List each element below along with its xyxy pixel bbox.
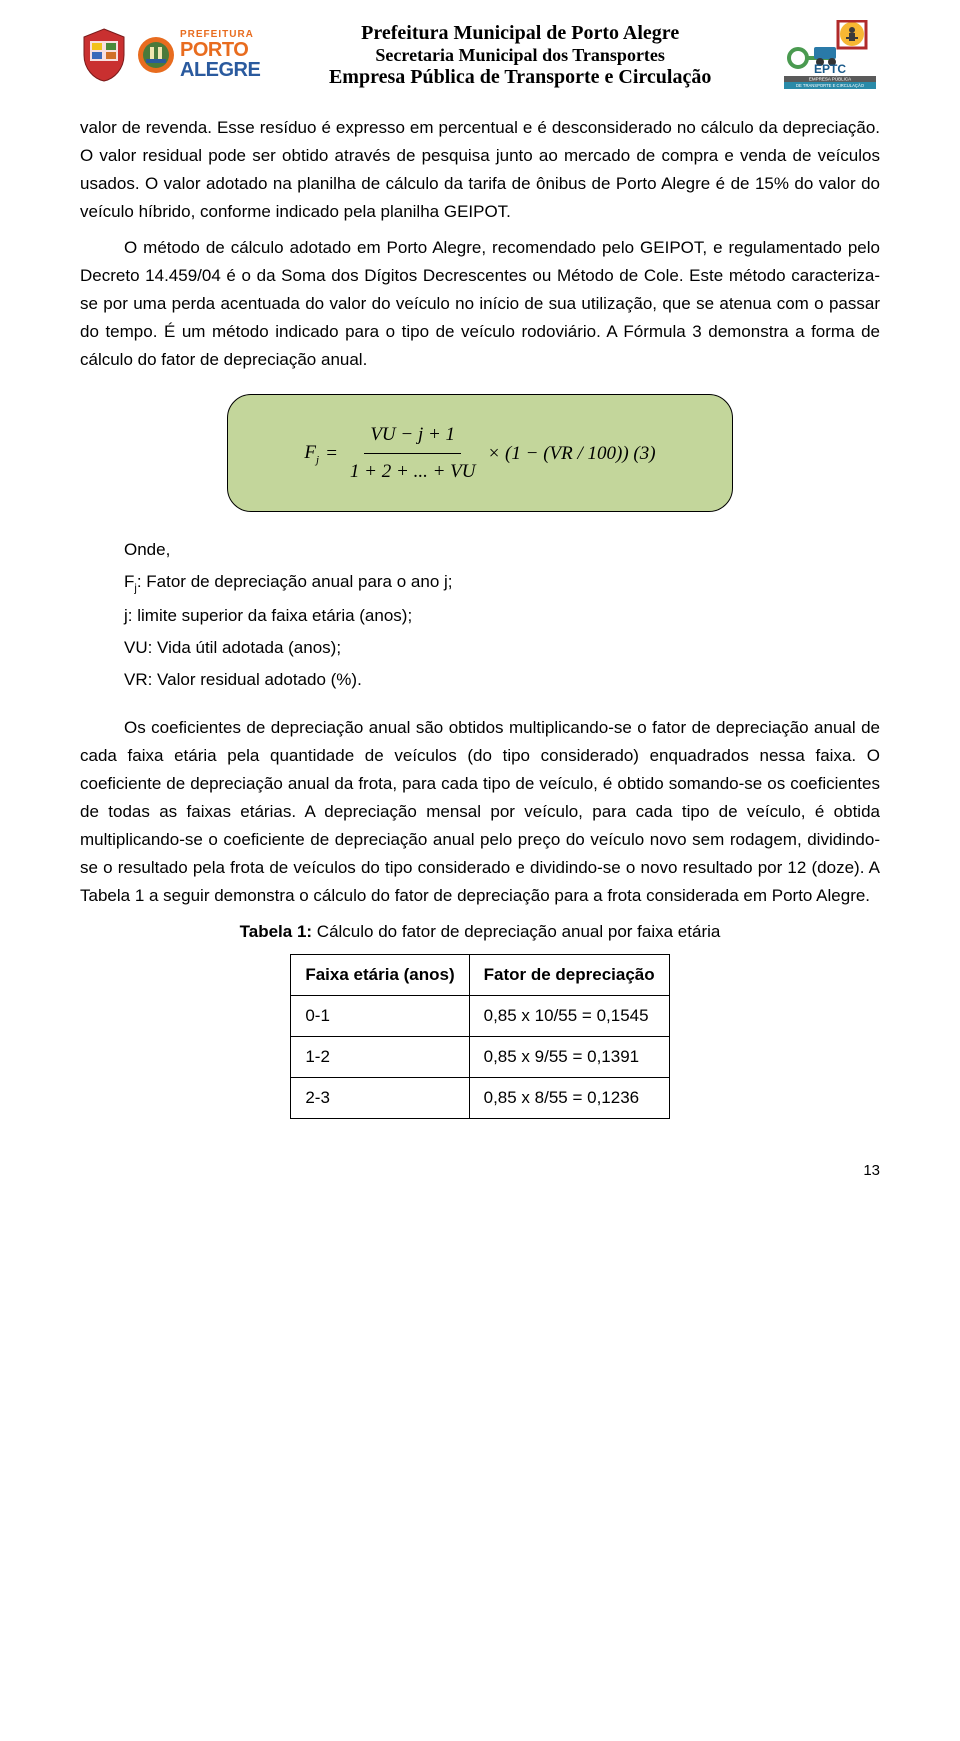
formula-numerator: VU − j + 1 xyxy=(364,419,461,453)
paragraph-1: valor de revenda. Esse resíduo é express… xyxy=(80,114,880,226)
table-cell: 0-1 xyxy=(291,996,469,1037)
prefeitura-logo: PREFEITURA PORTO ALEGRE xyxy=(136,30,260,80)
svg-text:DE TRANSPORTE E CIRCULAÇÃO: DE TRANSPORTE E CIRCULAÇÃO xyxy=(796,83,865,88)
formula-sub: j xyxy=(316,454,319,466)
table-header-row: Faixa etária (anos) Fator de depreciação xyxy=(291,955,669,996)
table-cell: 0,85 x 9/55 = 0,1391 xyxy=(469,1037,669,1078)
formula-eq: = xyxy=(325,438,338,469)
left-logos: PREFEITURA PORTO ALEGRE xyxy=(80,27,260,83)
alegre-label: ALEGRE xyxy=(180,60,260,80)
paragraph-3: Os coeficientes de depreciação anual são… xyxy=(80,714,880,910)
formula-box: Fj = VU − j + 1 1 + 2 + ... + VU × (1 − … xyxy=(227,394,733,512)
where-line-4: VR: Valor residual adotado (%). xyxy=(124,666,880,694)
where-line-2: j: limite superior da faixa etária (anos… xyxy=(124,602,880,630)
header-block: PREFEITURA PORTO ALEGRE Prefeitura Munic… xyxy=(80,20,880,90)
table-caption: Tabela 1: Cálculo do fator de depreciaçã… xyxy=(80,918,880,946)
where-line-3: VU: Vida útil adotada (anos); xyxy=(124,634,880,662)
title-line-1: Prefeitura Municipal de Porto Alegre xyxy=(272,22,768,45)
document-page: PREFEITURA PORTO ALEGRE Prefeitura Munic… xyxy=(0,0,960,1224)
table-col-1: Fator de depreciação xyxy=(469,955,669,996)
table-caption-bold: Tabela 1: xyxy=(240,922,312,941)
table-col-0: Faixa etária (anos) xyxy=(291,955,469,996)
table-cell: 2-3 xyxy=(291,1078,469,1119)
porto-label: PORTO xyxy=(180,40,260,60)
where-block: Onde, Fj: Fator de depreciação anual par… xyxy=(124,536,880,694)
prefeitura-text: PREFEITURA PORTO ALEGRE xyxy=(180,30,260,80)
coat-of-arms-icon xyxy=(80,27,128,83)
paragraph-2: O método de cálculo adotado em Porto Ale… xyxy=(80,234,880,374)
depreciation-table: Faixa etária (anos) Fator de depreciação… xyxy=(290,954,669,1119)
where-line-1: Fj: Fator de depreciação anual para o an… xyxy=(124,568,880,598)
formula-fraction: VU − j + 1 1 + 2 + ... + VU xyxy=(344,419,482,487)
porto-alegre-seal-icon xyxy=(136,35,176,75)
eptc-logo: EPTC EMPRESA PÚBLICA DE TRANSPORTE E CIR… xyxy=(780,20,880,90)
formula-expression: Fj = VU − j + 1 1 + 2 + ... + VU × (1 − … xyxy=(304,419,655,487)
eptc-icon: EPTC EMPRESA PÚBLICA DE TRANSPORTE E CIR… xyxy=(780,20,880,90)
formula-lhs: Fj xyxy=(304,437,319,469)
table-row: 1-2 0,85 x 9/55 = 0,1391 xyxy=(291,1037,669,1078)
formula-mult: × (1 − (VR / 100)) (3) xyxy=(487,438,655,469)
table-cell: 1-2 xyxy=(291,1037,469,1078)
table-caption-rest: Cálculo do fator de depreciação anual po… xyxy=(312,922,720,941)
table-cell: 0,85 x 10/55 = 0,1545 xyxy=(469,996,669,1037)
content-body: valor de revenda. Esse resíduo é express… xyxy=(80,114,880,1184)
svg-text:EMPRESA PÚBLICA: EMPRESA PÚBLICA xyxy=(809,76,851,82)
svg-text:EPTC: EPTC xyxy=(814,62,846,76)
center-titles: Prefeitura Municipal de Porto Alegre Sec… xyxy=(272,22,768,89)
title-line-2: Secretaria Municipal dos Transportes xyxy=(272,45,768,66)
where-onde: Onde, xyxy=(124,536,880,564)
table-row: 0-1 0,85 x 10/55 = 0,1545 xyxy=(291,996,669,1037)
table-row: 2-3 0,85 x 8/55 = 0,1236 xyxy=(291,1078,669,1119)
formula-denominator: 1 + 2 + ... + VU xyxy=(344,454,482,487)
page-number: 13 xyxy=(80,1159,880,1184)
title-line-3: Empresa Pública de Transporte e Circulaç… xyxy=(272,66,768,89)
table-cell: 0,85 x 8/55 = 0,1236 xyxy=(469,1078,669,1119)
